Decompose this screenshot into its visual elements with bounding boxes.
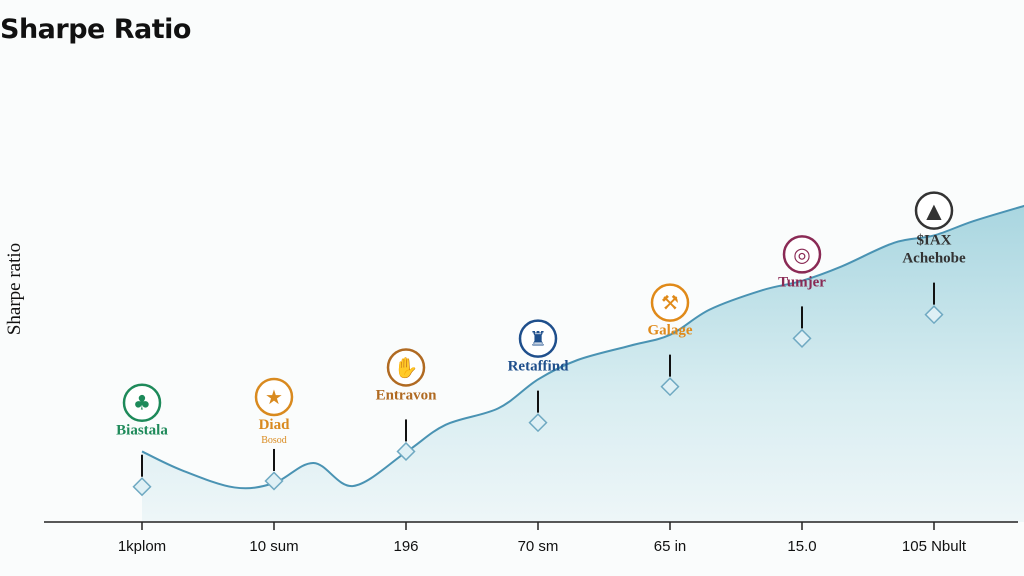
x-tick-label: 105 Nbult: [902, 538, 967, 555]
tree-badge-icon: [122, 383, 162, 422]
ring-badge-icon: [782, 235, 822, 274]
annotation-label: Biastala: [116, 423, 168, 439]
annotation-label: Galage: [648, 323, 693, 339]
annotation-label: Tumjer: [778, 274, 826, 290]
series-line: [141, 204, 1024, 490]
point-marker: [924, 305, 944, 325]
point-marker: [660, 377, 680, 397]
annotation-label: Diad: [259, 417, 291, 433]
hand-circle-icon-glyph: ✋: [394, 355, 419, 379]
point-marker: [528, 413, 548, 433]
area-fill: [142, 205, 1024, 522]
x-tick-label: 1kplom: [118, 538, 166, 555]
annotation-sublabel: $IAX: [916, 233, 951, 249]
tree-badge-icon-glyph: ♣: [133, 391, 151, 415]
house-star-icon: [254, 377, 294, 417]
x-tick-label: 15.0: [787, 538, 816, 555]
annotation-label: Retaffind: [508, 359, 569, 375]
tower-circle-icon-glyph: ♜: [529, 327, 547, 351]
point-marker: [396, 441, 416, 461]
gray-seal-icon: [914, 191, 954, 230]
gray-seal-icon-glyph: ▲: [926, 199, 942, 223]
tower-circle-icon: [518, 319, 558, 358]
x-tick-label: 65 in: [654, 538, 687, 555]
chart-title: Sharpe Ratio: [0, 14, 191, 45]
annotation-label: Entravon: [376, 387, 438, 403]
point-marker: [132, 477, 152, 497]
factory-icon: [650, 283, 690, 322]
point-marker: [264, 471, 284, 491]
factory-icon-glyph: ⚒: [661, 291, 679, 315]
hand-circle-icon: [386, 348, 426, 387]
ring-badge-icon-glyph: ◎: [793, 242, 810, 266]
point-marker: [792, 328, 812, 348]
x-tick-label: 196: [393, 538, 418, 555]
annotation-sublabel: Bosod: [261, 435, 287, 446]
annotation-label: Achehobe: [902, 251, 966, 267]
x-tick-label: 10 sum: [249, 538, 298, 555]
x-tick-label: 70 sm: [518, 538, 559, 555]
house-star-icon-glyph: ★: [265, 385, 283, 409]
